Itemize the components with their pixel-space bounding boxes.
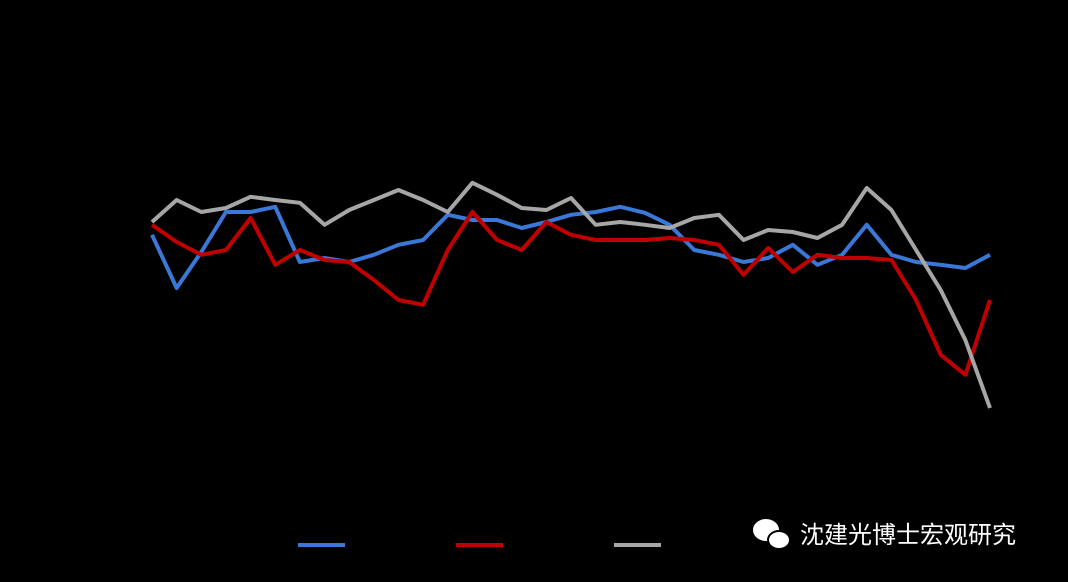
series-line xyxy=(150,204,991,290)
series-line xyxy=(150,180,992,409)
series-line xyxy=(150,210,992,377)
wechat-icon xyxy=(753,519,791,550)
watermark: 沈建光博士宏观研究 xyxy=(800,521,1016,549)
